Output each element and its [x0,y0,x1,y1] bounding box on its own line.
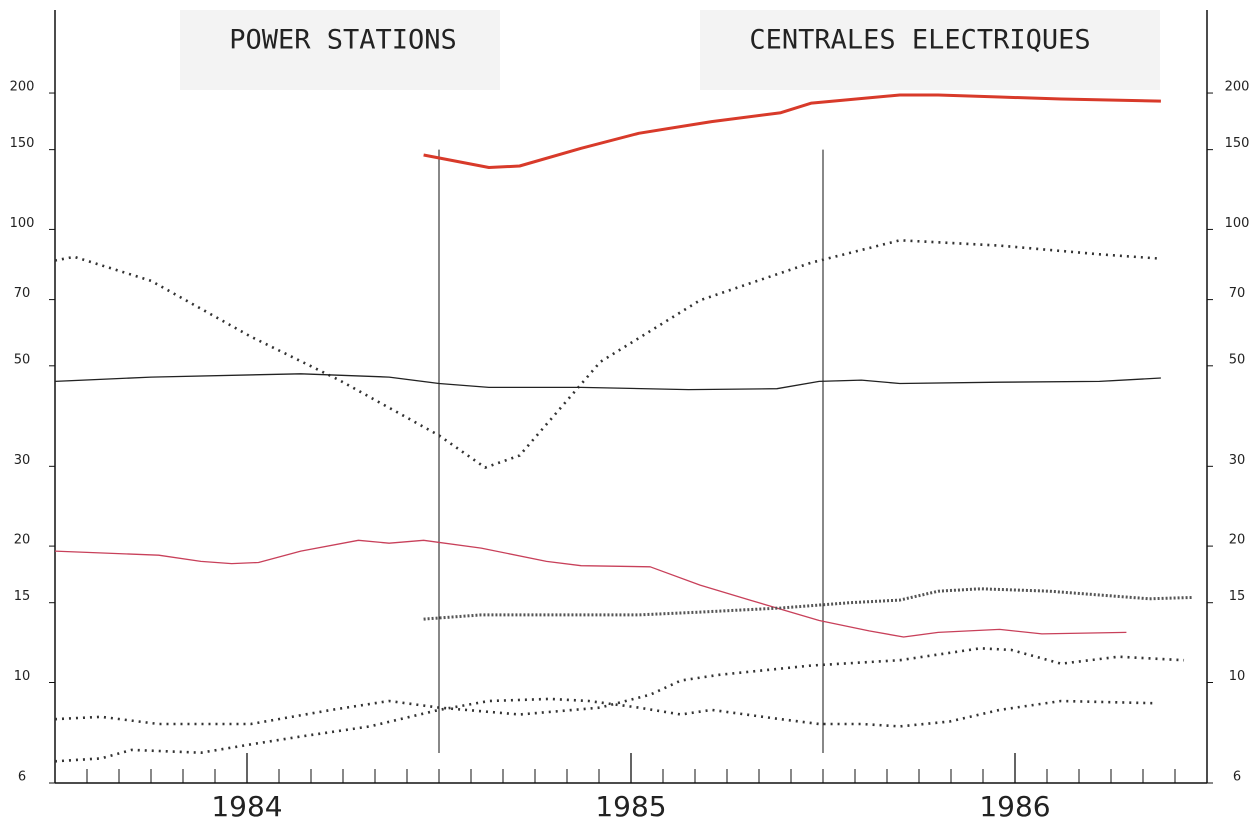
y-tick-label: 50 [14,352,31,367]
y-tick-label: 20 [1229,533,1246,548]
series-line [54,373,1161,391]
series-line [54,647,1185,726]
y-tick-label: 6 [18,770,26,785]
series-line [54,539,1127,638]
y-tick-label: 30 [14,453,31,468]
chart-title: POWER STATIONS [229,25,457,56]
y-tick-label: 15 [1229,589,1246,604]
y-tick-label: 20 [14,533,31,548]
y-tick-label: 6 [1233,770,1241,785]
x-tick-label: 1984 [211,790,282,823]
y-tick-label: 150 [10,136,35,151]
series-line [54,239,1158,469]
y-tick-label: 30 [1229,453,1246,468]
y-tick-label: 50 [1229,352,1246,367]
y-tick-label: 200 [10,80,35,95]
series-line [423,93,1161,169]
y-tick-label: 200 [1225,80,1250,95]
y-tick-label: 70 [14,286,31,301]
y-tick-label: 100 [1225,216,1250,231]
x-tick-label: 1985 [595,790,666,823]
y-tick-label: 100 [10,216,35,231]
y-tick-label: 70 [1229,286,1246,301]
y-tick-label: 150 [1225,136,1250,151]
title-panel [180,10,500,90]
y-tick-label: 15 [14,589,31,604]
x-tick-label: 1986 [979,790,1050,823]
y-tick-label: 10 [1229,669,1246,684]
subtitle-panel [700,10,1160,90]
chart-subtitle: CENTRALES ELECTRIQUES [749,25,1090,56]
y-tick-label: 10 [14,669,31,684]
